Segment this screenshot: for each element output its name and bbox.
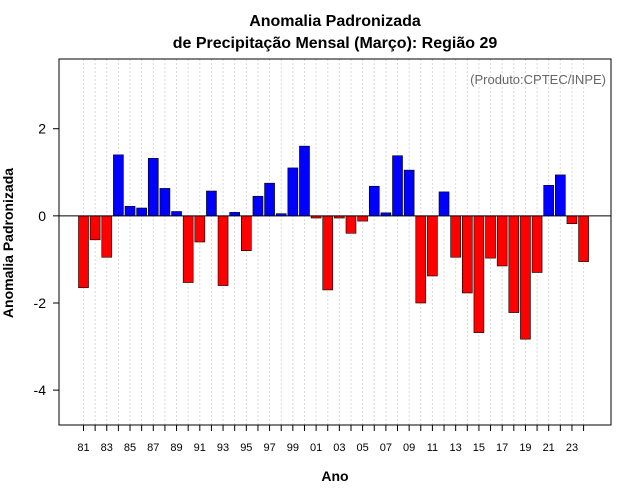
bar-13 (450, 215, 461, 258)
x-tick-label: 19 (519, 442, 531, 454)
bar-05 (357, 215, 368, 222)
x-tick-label: 95 (240, 442, 252, 454)
bar-20 (531, 215, 543, 273)
credit-text: (Produto:CPTEC/INPE) (470, 72, 606, 87)
bar-17 (496, 215, 508, 267)
chart-title-line2: de Precipitação Mensal (Março): Região 2… (173, 35, 498, 52)
x-tick-label: 89 (170, 442, 182, 454)
bar-95 (241, 215, 252, 252)
bar-85 (124, 205, 136, 217)
x-tick-label: 13 (450, 442, 462, 454)
bar-21 (543, 185, 555, 217)
bar-00 (299, 145, 310, 217)
bar-97 (264, 182, 275, 217)
x-tick-label: 05 (356, 442, 368, 454)
bar-04 (345, 215, 357, 234)
bar-10 (415, 215, 427, 304)
chart-title-line1: Anomalia Padronizada (249, 13, 421, 30)
y-tick-label: -2 (34, 295, 47, 311)
bar-09 (403, 169, 415, 217)
x-tick-label: 87 (147, 442, 159, 454)
x-tick-label: 03 (333, 442, 345, 454)
y-axis: -4 -2 0 2 (34, 121, 59, 398)
x-tick-label: 97 (263, 442, 275, 454)
x-tick-label: 01 (310, 442, 322, 454)
x-tick-label: 07 (380, 442, 392, 454)
y-axis-label: Anomalia Padronizada (0, 168, 16, 318)
y-tick-label: 0 (38, 208, 46, 224)
bar-15 (473, 215, 485, 333)
bar-24 (578, 215, 589, 262)
plot-area-frame (58, 58, 612, 426)
x-tick-label: 91 (194, 442, 206, 454)
bar-08 (392, 155, 403, 217)
x-tick-label: 11 (427, 442, 438, 454)
x-tick-label: 81 (77, 442, 89, 454)
x-tick-label: 21 (543, 442, 555, 454)
bar-82 (89, 215, 101, 241)
bar-86 (136, 207, 147, 217)
x-tick-label: 17 (496, 442, 508, 454)
bar-11 (427, 215, 438, 277)
x-tick-label: 83 (101, 442, 113, 454)
bar-12 (438, 191, 450, 217)
bar-96 (252, 195, 264, 217)
bar-23 (566, 215, 578, 225)
bar-series (78, 145, 589, 340)
x-tick-label: 15 (473, 442, 485, 454)
bar-06 (368, 185, 380, 217)
bar-02 (322, 215, 334, 291)
bar-84 (113, 154, 124, 217)
x-axis-label: Ano (321, 468, 348, 484)
bar-19 (520, 215, 531, 340)
bar-92 (206, 190, 217, 217)
bar-89 (171, 211, 182, 217)
x-axis: 81 83 85 87 89 91 93 95 97 99 01 03 05 07 09 11 13 15 17 19… (77, 425, 585, 454)
y-tick-label: 2 (38, 121, 46, 137)
bar-16 (485, 215, 496, 259)
x-tick-label: 09 (403, 442, 415, 454)
x-tick-label: 85 (124, 442, 136, 454)
bar-83 (101, 215, 113, 258)
x-tick-label: 99 (287, 442, 299, 454)
bar-90 (182, 215, 194, 283)
x-tick-label: 93 (217, 442, 229, 454)
bar-94 (229, 212, 240, 217)
bar-81 (78, 215, 89, 289)
bar-87 (147, 158, 159, 217)
bar-14 (461, 215, 473, 294)
bar-88 (159, 188, 171, 217)
bar-99 (287, 167, 299, 217)
x-tick-label: 23 (566, 442, 578, 454)
vertical-gridlines (83, 59, 585, 425)
bar-91 (194, 215, 206, 243)
bar-22 (555, 174, 566, 217)
bar-93 (217, 215, 229, 286)
bar-18 (508, 215, 520, 313)
y-tick-label: -4 (34, 382, 47, 398)
